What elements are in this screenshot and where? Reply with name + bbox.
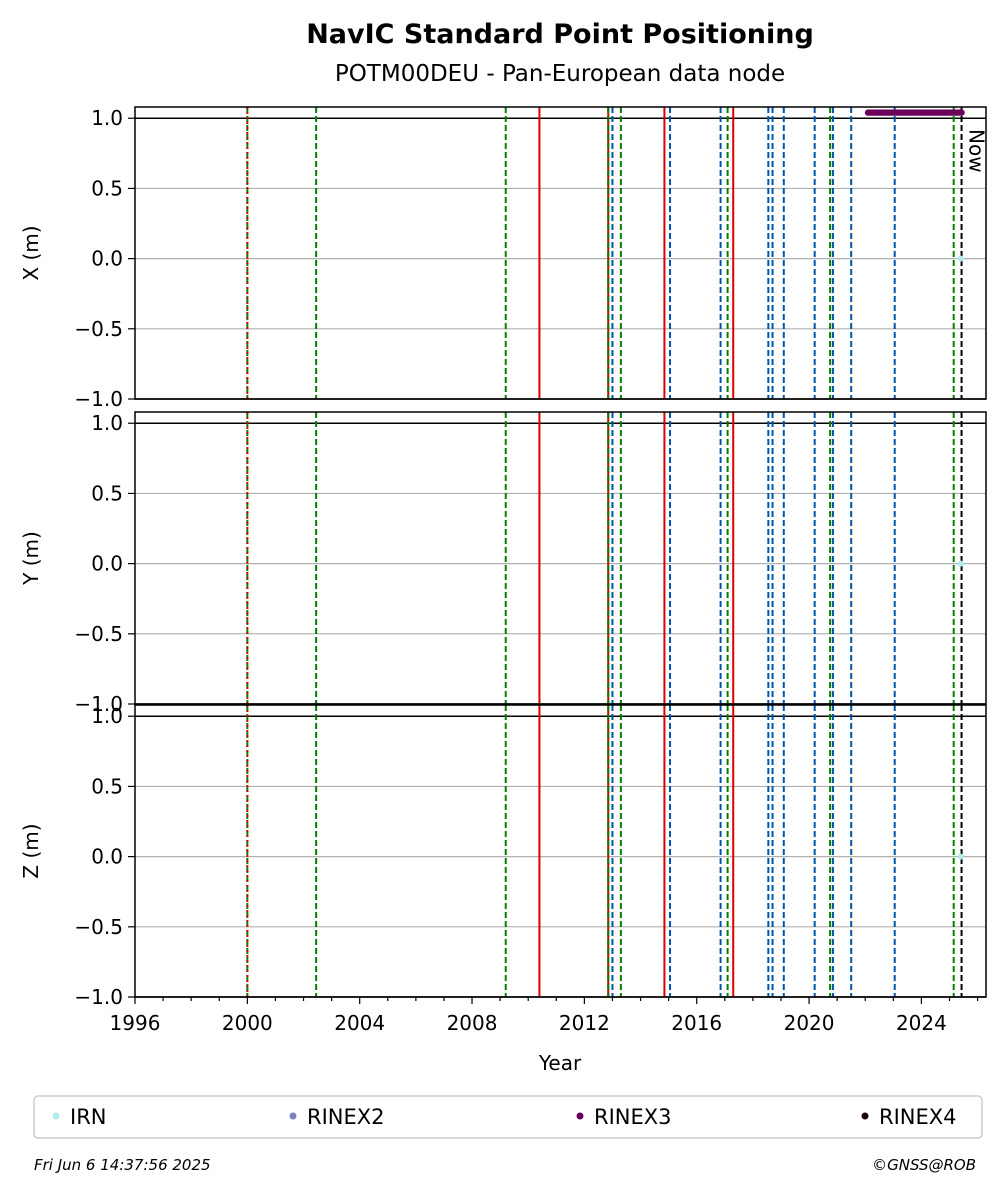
x-axis-label: Year [538, 1051, 582, 1075]
panel-frame [134, 704, 987, 998]
x-tick-label: 2020 [784, 1011, 835, 1035]
chart-subtitle: POTM00DEU - Pan-European data node [335, 61, 785, 87]
y-tick-label: 0.5 [91, 481, 123, 505]
y-tick-label: 0.5 [91, 774, 123, 798]
data-point [957, 853, 964, 860]
plot-panels: −1.0 −0.5 0.0 0.5 1.0 Now X (m) −1.0 −0.5 0.0 0.5 1… [19, 106, 989, 1035]
y-tick-label: 1.0 [91, 106, 123, 130]
y-tick-label: 0.0 [91, 552, 123, 576]
y-tick-label: −1.0 [74, 692, 123, 716]
y-tick-label: −0.5 [74, 915, 123, 939]
legend-entry: IRN [70, 1105, 107, 1129]
x-tick-label: 2012 [559, 1011, 610, 1035]
x-tick-label: 2000 [222, 1011, 273, 1035]
y-tick-label: −0.5 [74, 622, 123, 646]
data-point [957, 560, 964, 567]
x-tick-label: 2016 [671, 1011, 722, 1035]
x-tick-label: 2024 [896, 1011, 947, 1035]
panel-x: −1.0 −0.5 0.0 0.5 1.0 Now X (m) [19, 106, 989, 411]
y-axis-label: Z (m) [19, 823, 43, 878]
footer-timestamp: Fri Jun 6 14:37:56 2025 [34, 1156, 211, 1174]
y-axis-label: X (m) [19, 225, 43, 280]
y-tick-label: 0.5 [91, 176, 123, 200]
panel-y: −1.0 −0.5 0.0 0.5 1.0 Y (m) [19, 411, 987, 716]
legend-entry: RINEX4 [879, 1105, 957, 1129]
x-tick-label: 2008 [447, 1011, 498, 1035]
panel-z: −1.0 −0.5 0.0 0.5 1.0 Z (m) [19, 704, 987, 1009]
x-tick-label: 2004 [334, 1011, 385, 1035]
legend-marker [576, 1112, 584, 1120]
panel-frame [134, 106, 987, 400]
legend: IRN RINEX2 RINEX3 RINEX4 [33, 1095, 983, 1139]
y-tick-label: 0.0 [91, 247, 123, 271]
y-tick-label: 1.0 [91, 704, 123, 728]
legend-marker [861, 1112, 869, 1120]
chart-title: NavIC Standard Point Positioning [306, 19, 814, 50]
legend-entry: RINEX2 [307, 1105, 385, 1129]
legend-entry: RINEX3 [594, 1105, 672, 1129]
y-tick-label: −1.0 [74, 387, 123, 411]
legend-frame [33, 1095, 983, 1139]
data-point [958, 109, 965, 116]
x-tick-label: 1996 [110, 1011, 161, 1035]
y-tick-label: 1.0 [91, 411, 123, 435]
data-point [957, 255, 964, 262]
y-tick-label: −0.5 [74, 317, 123, 341]
y-tick-label: −1.0 [74, 985, 123, 1009]
y-tick-label: 0.0 [91, 845, 123, 869]
legend-marker [52, 1112, 60, 1120]
panel-frame [134, 411, 987, 705]
now-label: Now [965, 129, 989, 173]
footer-credit: ©GNSS@ROB [872, 1156, 976, 1174]
y-axis-label: Y (m) [19, 531, 43, 586]
legend-marker [289, 1112, 297, 1120]
